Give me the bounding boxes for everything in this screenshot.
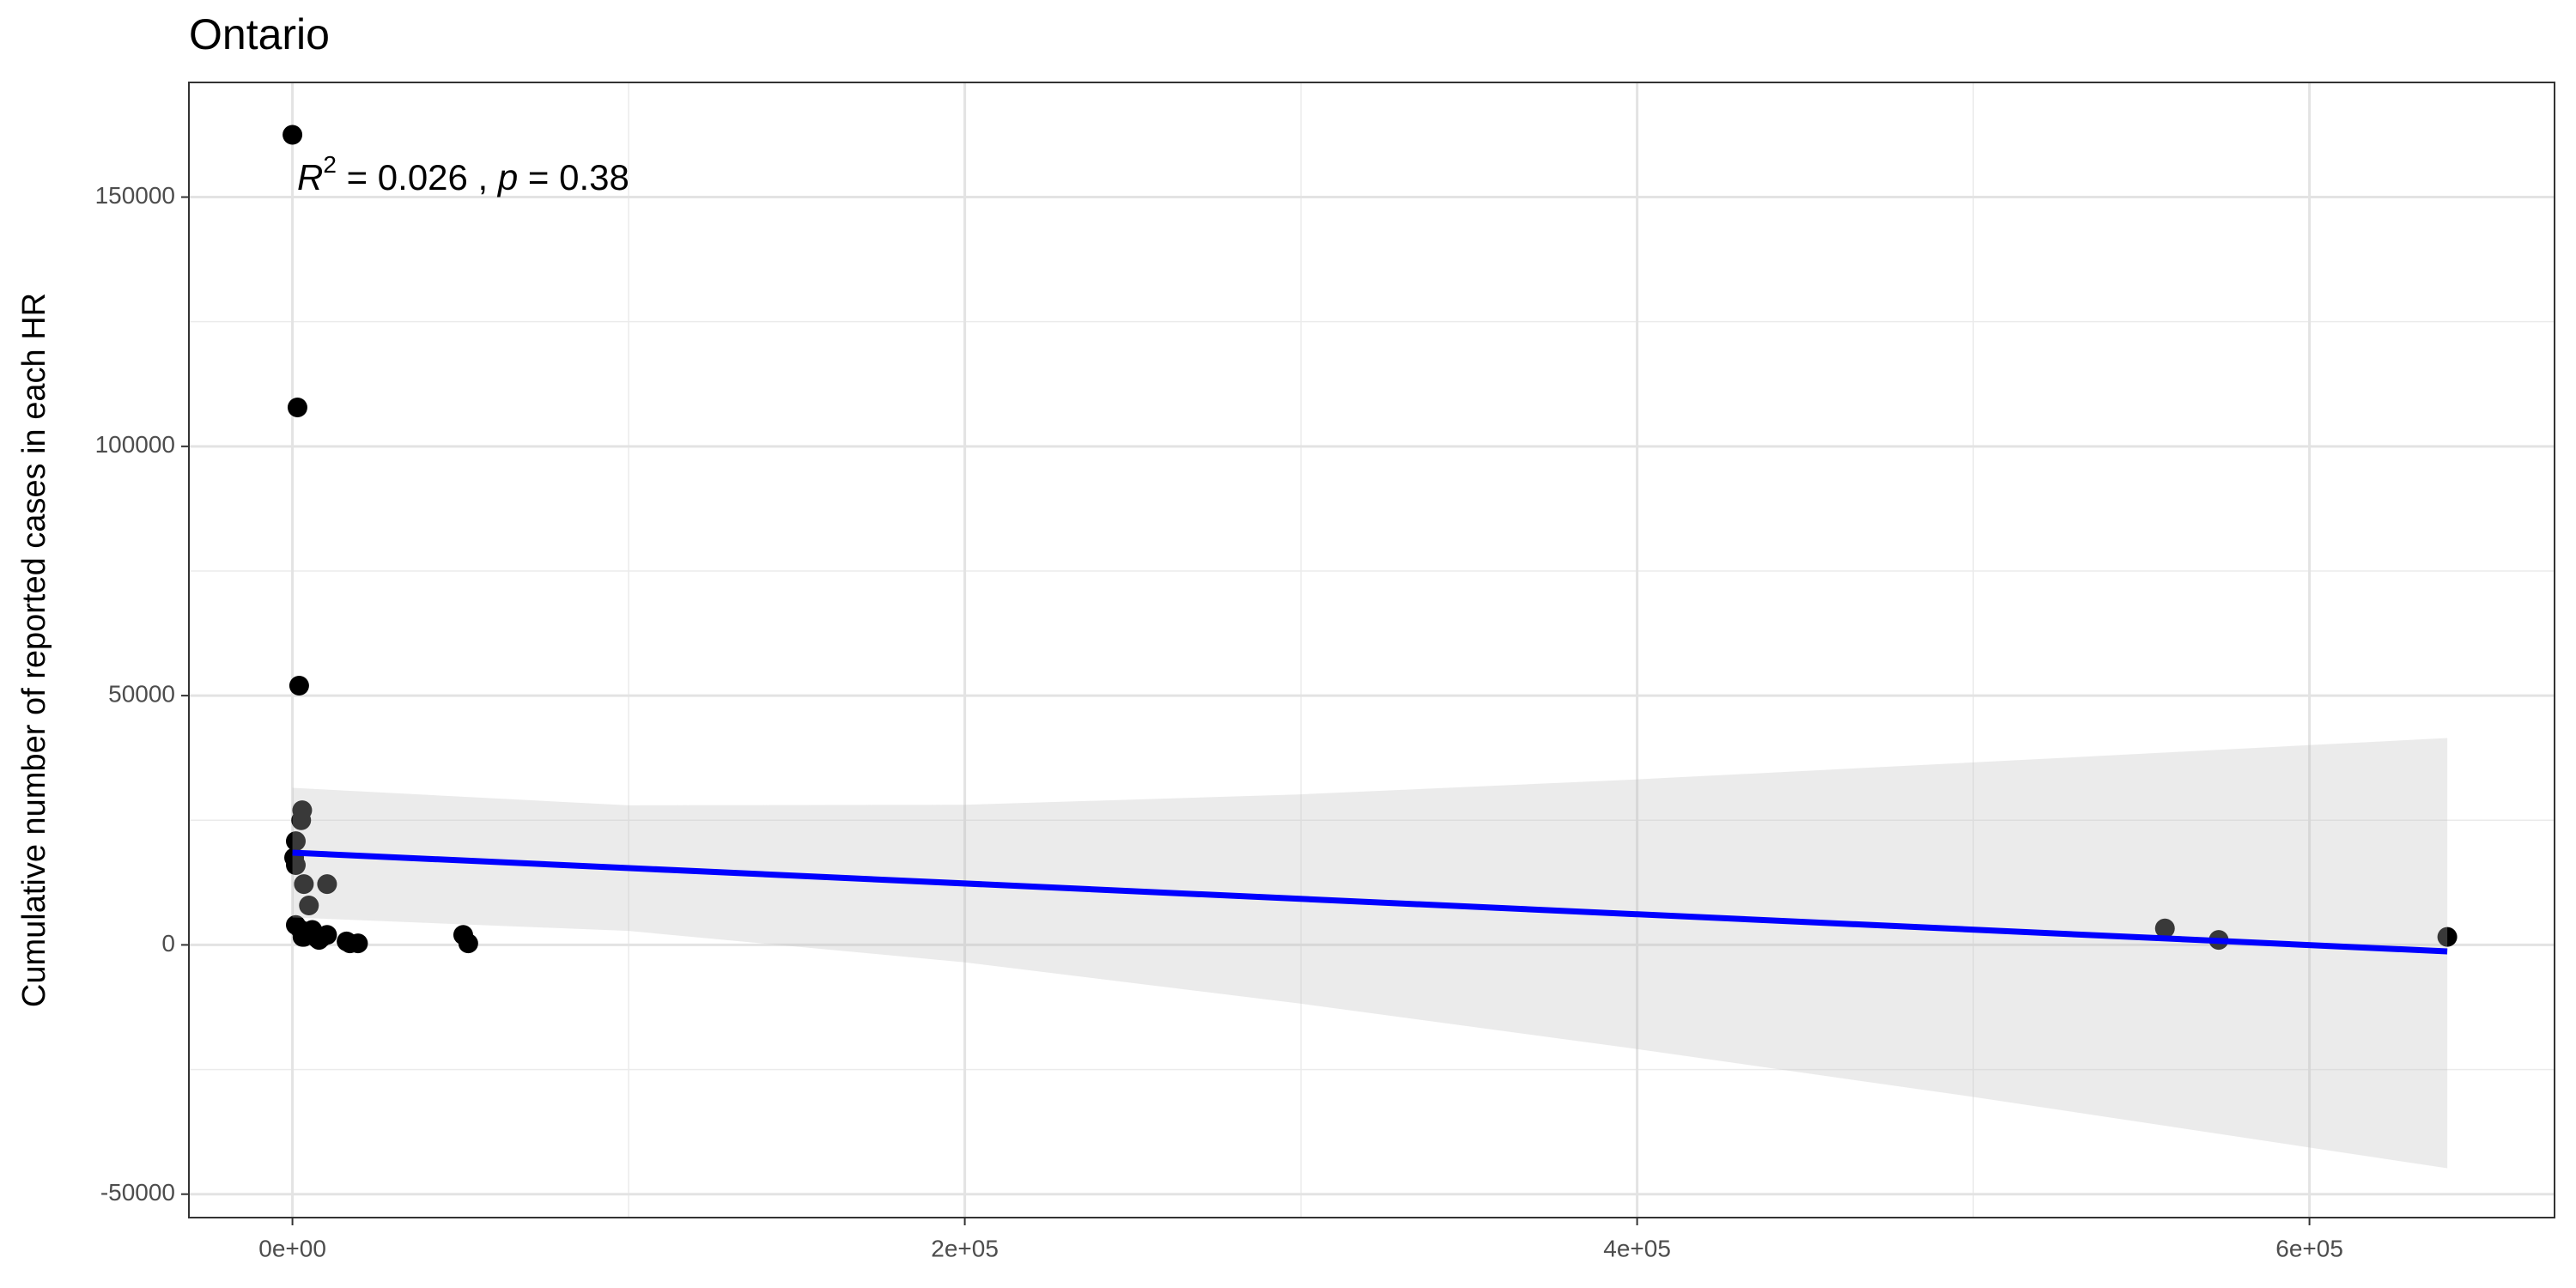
- y-tick-label: -50000: [100, 1179, 175, 1206]
- point: [348, 933, 368, 954]
- point: [2154, 918, 2175, 939]
- point: [292, 927, 313, 947]
- annotation-p-text: = 0.38: [518, 157, 629, 197]
- fit-line: [292, 849, 2448, 955]
- point: [317, 874, 337, 895]
- x-tick-label: 6e+05: [2275, 1235, 2343, 1261]
- point: [458, 933, 478, 954]
- point: [285, 855, 306, 876]
- annotation-p: p: [496, 157, 518, 197]
- point: [287, 398, 307, 418]
- confidence-band: [292, 738, 2448, 1169]
- annotation-r-text: = 0.026 ,: [337, 157, 498, 197]
- point: [285, 831, 306, 852]
- annotation-r: R: [297, 157, 323, 197]
- y-tick-label: 150000: [95, 182, 175, 209]
- x-tick-label: 2e+05: [931, 1235, 999, 1261]
- x-tick-label: 0e+00: [258, 1235, 326, 1261]
- annotation-sup: 2: [323, 151, 337, 178]
- plot-border: [188, 82, 2555, 1218]
- chart-title: Ontario: [189, 10, 330, 58]
- point: [299, 896, 319, 916]
- y-tick-label: 50000: [108, 681, 175, 708]
- x-tick-label: 4e+05: [1603, 1235, 1671, 1261]
- y-tick-label: 0: [161, 930, 175, 957]
- y-tick-label: 100000: [95, 431, 175, 458]
- point: [291, 810, 312, 830]
- y-axis-label: Cumulative number of reported cases in e…: [16, 293, 52, 1007]
- plot-area: 0e+00 2e+05 4e+05 6e+05 -50000 0 50000 100000 15…: [95, 82, 2555, 1261]
- point: [309, 930, 330, 951]
- annotation: R2 = 0.026 , p = 0.38: [297, 151, 629, 197]
- point: [2437, 927, 2458, 947]
- point: [289, 676, 309, 696]
- point: [294, 874, 314, 895]
- point: [283, 125, 303, 145]
